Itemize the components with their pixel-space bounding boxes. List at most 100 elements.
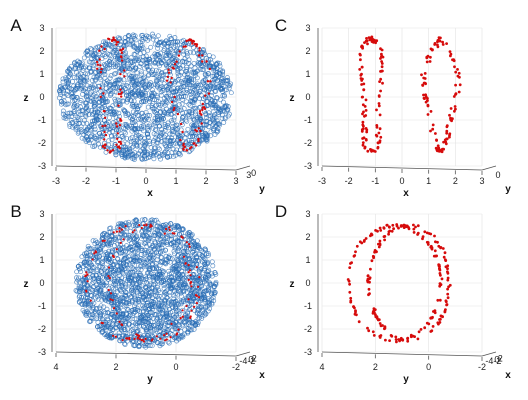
blue-point xyxy=(80,108,86,114)
blue-point xyxy=(140,94,145,100)
blue-point xyxy=(133,245,139,251)
blue-point xyxy=(209,296,215,302)
x-tick-label: -2 xyxy=(478,362,486,372)
red-point xyxy=(379,135,383,139)
blue-point xyxy=(173,333,178,339)
red-point xyxy=(373,308,377,311)
blue-point xyxy=(173,152,179,158)
red-point xyxy=(180,235,183,238)
blue-point xyxy=(92,91,98,97)
blue-point xyxy=(153,227,159,232)
blue-point xyxy=(91,121,96,127)
blue-point xyxy=(134,109,140,115)
red-point xyxy=(379,334,383,337)
blue-point xyxy=(166,277,172,283)
red-point xyxy=(167,71,171,74)
blue-point xyxy=(90,279,96,285)
blue-point xyxy=(143,344,149,350)
red-point xyxy=(438,282,442,285)
red-point xyxy=(436,321,440,325)
red-point xyxy=(117,104,120,107)
red-point xyxy=(100,45,103,48)
blue-point xyxy=(142,284,148,290)
red-point xyxy=(201,102,204,106)
blue-point xyxy=(123,123,129,129)
blue-point xyxy=(82,259,88,265)
blue-point xyxy=(136,343,142,349)
red-point xyxy=(390,334,394,338)
blue-point xyxy=(133,266,139,272)
blue-point xyxy=(132,45,137,50)
blue-point xyxy=(130,101,136,107)
depth-tick-label: 2 xyxy=(252,353,257,363)
depth-axis-label: x xyxy=(259,370,265,381)
blue-point xyxy=(126,299,132,305)
red-point xyxy=(366,326,369,330)
red-point xyxy=(454,70,458,74)
blue-point xyxy=(124,315,130,321)
blue-point xyxy=(172,100,178,106)
blue-point xyxy=(206,57,211,63)
red-point xyxy=(190,285,193,288)
red-point xyxy=(182,45,185,48)
blue-point xyxy=(140,79,146,85)
red-point xyxy=(120,95,123,98)
blue-point xyxy=(122,121,128,127)
depth-tick-label: -4-2 xyxy=(485,356,501,366)
x-tick-label: 4 xyxy=(319,362,324,372)
blue-point xyxy=(146,286,152,292)
blue-point xyxy=(106,322,112,328)
depth-tick-label: 0 xyxy=(495,170,500,180)
red-point xyxy=(378,322,382,325)
red-point xyxy=(446,267,449,271)
y-tick-label: -2 xyxy=(304,138,312,148)
y-tick-label: -3 xyxy=(304,161,312,171)
blue-point xyxy=(77,112,83,118)
blue-point xyxy=(153,287,159,293)
blue-point xyxy=(100,235,106,241)
blue-point xyxy=(173,267,179,273)
blue-point xyxy=(204,118,210,124)
blue-point xyxy=(203,277,209,283)
blue-point xyxy=(132,118,138,124)
blue-point xyxy=(165,299,171,305)
red-point xyxy=(112,38,116,41)
blue-point xyxy=(138,272,144,278)
blue-point xyxy=(211,115,217,121)
blue-point xyxy=(98,249,104,255)
blue-point xyxy=(79,112,85,118)
blue-point xyxy=(203,135,209,141)
red-point xyxy=(430,329,434,333)
red-point xyxy=(172,108,175,112)
red-point xyxy=(125,337,128,340)
red-point xyxy=(371,311,375,315)
red-points xyxy=(84,223,201,343)
red-point xyxy=(187,264,190,267)
blue-point xyxy=(202,259,208,265)
blue-point xyxy=(87,268,93,274)
x-axis-label: x xyxy=(403,188,409,199)
red-point xyxy=(145,223,148,226)
blue-point xyxy=(133,132,139,138)
blue-point xyxy=(165,44,171,49)
blue-point xyxy=(140,75,146,81)
x-axis-line xyxy=(321,351,483,357)
red-point xyxy=(433,234,436,238)
blue-point xyxy=(190,50,196,56)
red-point xyxy=(85,290,88,293)
y-tick-label: 0 xyxy=(39,278,44,288)
blue-point xyxy=(130,109,136,115)
blue-point xyxy=(149,72,155,78)
blue-point xyxy=(99,329,105,335)
blue-point xyxy=(109,124,114,130)
blue-point xyxy=(186,61,192,66)
red-point xyxy=(185,241,188,244)
blue-point xyxy=(56,95,62,101)
blue-point xyxy=(126,321,132,327)
panel-letter: C xyxy=(275,16,287,35)
blue-point xyxy=(144,57,150,63)
red-point xyxy=(446,292,450,296)
red-point xyxy=(197,296,201,299)
blue-point xyxy=(142,84,148,90)
blue-point xyxy=(224,78,230,83)
